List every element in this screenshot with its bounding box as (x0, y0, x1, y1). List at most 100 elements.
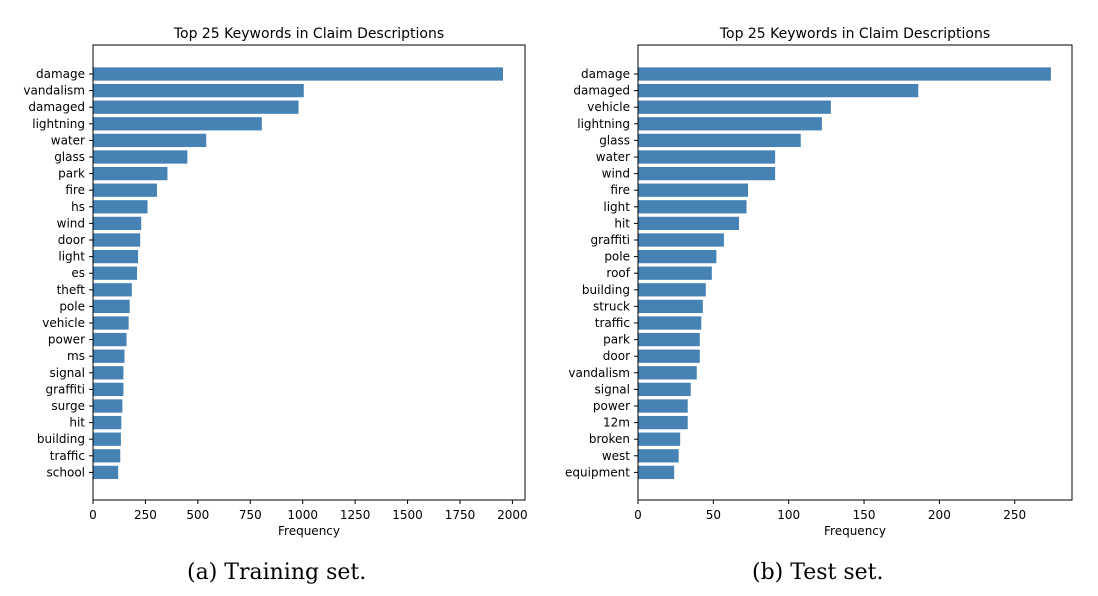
train-category-label: traffic (50, 449, 85, 463)
train-bar-water (93, 133, 207, 148)
train-category-label: ms (67, 349, 85, 363)
test-bar-12m (638, 415, 688, 430)
train-bar-es (93, 266, 138, 280)
test-bar-light (638, 200, 747, 214)
test-category-label: struck (593, 299, 630, 313)
train-bar-lightning (93, 117, 262, 131)
test-bar-damage (638, 67, 1051, 81)
test-category-label: light (603, 200, 630, 214)
test-category-label: pole (604, 250, 630, 264)
test-bar-pole (638, 249, 717, 264)
train-category-label: wind (57, 216, 85, 230)
test-xtick-label: 150 (853, 508, 876, 522)
test-category-label: fire (610, 183, 630, 197)
train-bar-theft (93, 283, 132, 297)
test-bar-west (638, 449, 679, 463)
train-bar-door (93, 233, 141, 247)
test-xtick-label: 50 (706, 508, 721, 522)
train-category-label: vandalism (23, 84, 85, 98)
test-bar-equipment (638, 465, 675, 480)
train-category-label: surge (51, 399, 85, 413)
test-category-label: broken (589, 432, 630, 446)
train-bar-hit (93, 415, 122, 430)
test-chart-title: Top 25 Keywords in Claim Descriptions (719, 26, 990, 42)
test-bar-park (638, 332, 700, 347)
train-xtick-label: 2000 (497, 508, 528, 522)
test-bar-broken (638, 432, 681, 446)
train-xtick-label: 500 (186, 508, 209, 522)
train-bar-vandalism (93, 83, 304, 98)
test-category-label: vehicle (587, 100, 630, 114)
test-bar-glass (638, 133, 801, 148)
train-category-label: fire (65, 183, 85, 197)
test-category-label: 12m (603, 416, 630, 430)
caption-test: (b) Test set. (752, 560, 884, 585)
train-xtick-label: 1000 (287, 508, 318, 522)
train-chart-title: Top 25 Keywords in Claim Descriptions (173, 26, 444, 42)
test-axes-frame (637, 44, 1073, 501)
train-category-label: hit (69, 416, 85, 430)
test-category-label: power (593, 399, 630, 413)
train-bar-damaged (93, 100, 299, 114)
test-category-label: water (596, 150, 630, 164)
test-x-axis-label: Frequency (824, 524, 886, 538)
train-bar-vehicle (93, 316, 129, 330)
test-bar-graffiti (638, 233, 724, 247)
test-bar-traffic (638, 316, 702, 330)
train-category-label: school (47, 465, 85, 479)
test-category-label: roof (606, 266, 630, 280)
train-category-label: park (58, 167, 85, 181)
train-xtick-label: 0 (89, 508, 97, 522)
train-category-label: damage (36, 67, 85, 81)
test-bar-vandalism (638, 366, 697, 380)
test-xtick-label: 200 (928, 508, 951, 522)
train-bar-damage (93, 67, 503, 81)
test-xtick-label: 100 (777, 508, 800, 522)
train-xtick-label: 750 (239, 508, 262, 522)
train-bar-wind (93, 216, 142, 231)
test-bar-wind (638, 166, 776, 181)
train-xtick-label: 1250 (340, 508, 371, 522)
test-category-label: building (582, 283, 630, 297)
train-bar-building (93, 432, 121, 446)
train-bar-traffic (93, 449, 121, 463)
test-category-label: damaged (573, 84, 630, 98)
train-x-axis-label: Frequency (278, 524, 340, 538)
test-category-label: glass (599, 133, 630, 147)
train-bar-glass (93, 150, 188, 164)
train-category-label: hs (71, 200, 85, 214)
train-bar-ms (93, 349, 125, 363)
test-bar-fire (638, 183, 749, 197)
test-category-label: signal (595, 382, 631, 396)
train-bar-light (93, 249, 139, 264)
test-category-label: hit (614, 216, 630, 230)
train-bar-pole (93, 299, 130, 314)
test-category-label: door (603, 349, 630, 363)
train-category-label: lightning (32, 117, 85, 131)
test-category-label: damage (581, 67, 630, 81)
test-bar-door (638, 349, 700, 363)
train-category-label: graffiti (45, 382, 85, 396)
train-category-label: glass (54, 150, 85, 164)
train-bar-power (93, 332, 127, 347)
train-category-label: power (48, 333, 85, 347)
test-bar-roof (638, 266, 712, 280)
test-category-label: graffiti (590, 233, 630, 247)
test-category-label: equipment (565, 465, 630, 479)
test-xtick-label: 0 (634, 508, 642, 522)
train-category-label: signal (50, 366, 86, 380)
test-category-label: vandalism (568, 366, 630, 380)
train-category-label: pole (59, 299, 85, 313)
train-category-label: vehicle (42, 316, 85, 330)
train-category-label: theft (57, 283, 86, 297)
test-bar-struck (638, 299, 703, 314)
train-bar-hs (93, 200, 148, 214)
test-category-label: park (603, 333, 630, 347)
train-bar-graffiti (93, 382, 124, 397)
train-xtick-label: 1750 (445, 508, 476, 522)
train-bar-fire (93, 183, 157, 197)
train-bar-surge (93, 399, 123, 413)
train-category-label: building (37, 432, 85, 446)
test-bar-power (638, 399, 688, 413)
train-xtick-label: 1500 (392, 508, 423, 522)
